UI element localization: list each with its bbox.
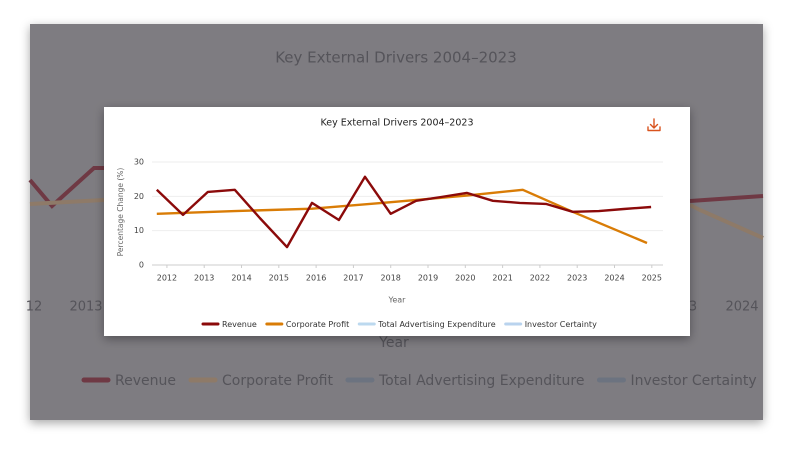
- legend-label: Corporate Profit: [286, 320, 349, 329]
- y-tick-label: 20: [134, 192, 144, 201]
- background-x-label: 2024: [725, 300, 758, 315]
- background-axis-title: Year: [378, 335, 409, 351]
- x-axis-title: Year: [388, 296, 407, 305]
- background-x-label: 2013: [69, 300, 102, 315]
- x-tick-label: 2016: [306, 274, 326, 283]
- background-lines: [28, 166, 764, 240]
- x-tick-label: 2013: [194, 274, 214, 283]
- legend-label: Investor Certainty: [525, 320, 597, 329]
- y-tick-label: 0: [139, 261, 144, 270]
- x-tick-label: 2020: [455, 274, 475, 283]
- modal: [104, 107, 690, 336]
- download-button[interactable]: [647, 118, 661, 132]
- background-legend-label: Investor Certainty: [630, 373, 756, 389]
- x-tick-label: 2017: [343, 274, 363, 283]
- x-tick-label: 2025: [642, 274, 662, 283]
- legend-label: Revenue: [222, 320, 257, 329]
- x-tick-label: 2015: [269, 274, 289, 283]
- background-x-label: 12: [26, 300, 43, 315]
- x-tick-label: 2012: [157, 274, 177, 283]
- y-axis-title: Percentage Change (%): [116, 168, 125, 257]
- x-tick-label: 2024: [604, 274, 624, 283]
- legend-label: Total Advertising Expenditure: [377, 320, 496, 329]
- y-tick-label: 10: [134, 226, 144, 235]
- chart-title: Key External Drivers 2004–2023: [321, 118, 474, 129]
- background-legend-label: Total Advertising Expenditure: [378, 373, 585, 389]
- background-x-label: 3: [689, 300, 697, 315]
- background-legend: Revenue Corporate Profit Total Advertising…: [81, 373, 757, 389]
- legend: Revenue Corporate Profit Total Advertising…: [201, 320, 597, 329]
- x-tick-label: 2014: [231, 274, 251, 283]
- series-line: [155, 175, 652, 249]
- background-legend-label: Revenue: [115, 373, 176, 389]
- x-tick-label: 2023: [567, 274, 587, 283]
- x-tick-label: 2021: [492, 274, 512, 283]
- y-tick-label: 30: [134, 158, 144, 167]
- background-title: Key External Drivers 2004–2023: [275, 49, 517, 67]
- background-legend-label: Corporate Profit: [222, 373, 333, 389]
- x-tick-label: 2022: [530, 274, 550, 283]
- x-tick-label: 2018: [381, 274, 401, 283]
- plot: 0 10 20 30 2012 2013 2014 2015 2016 2017 2018 2019 2…: [134, 158, 663, 283]
- x-tick-label: 2019: [418, 274, 438, 283]
